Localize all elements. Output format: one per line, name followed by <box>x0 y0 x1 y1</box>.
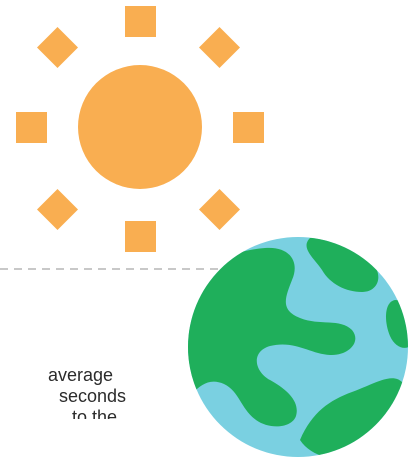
sun-ray-top-left <box>36 26 79 69</box>
caption-line-2: seconds <box>58 386 126 406</box>
sun-ray-bottom-right <box>198 188 241 231</box>
caption-line-3: to the <box>71 407 117 419</box>
earth-continent-north <box>306 237 379 292</box>
sun-ray-left <box>16 112 47 143</box>
caption-line-1: average <box>47 365 113 385</box>
sun-ray-top <box>125 6 156 37</box>
sun-ray-top-right <box>198 26 241 69</box>
earth-continent-west <box>188 247 356 427</box>
sun-ray-bottom <box>125 221 156 252</box>
sun-core <box>78 65 202 189</box>
sun-icon <box>16 6 264 252</box>
earth-icon <box>188 237 408 457</box>
earth-continent-east <box>386 300 408 348</box>
sun-ray-right <box>233 112 264 143</box>
sun-ray-bottom-left <box>36 188 79 231</box>
